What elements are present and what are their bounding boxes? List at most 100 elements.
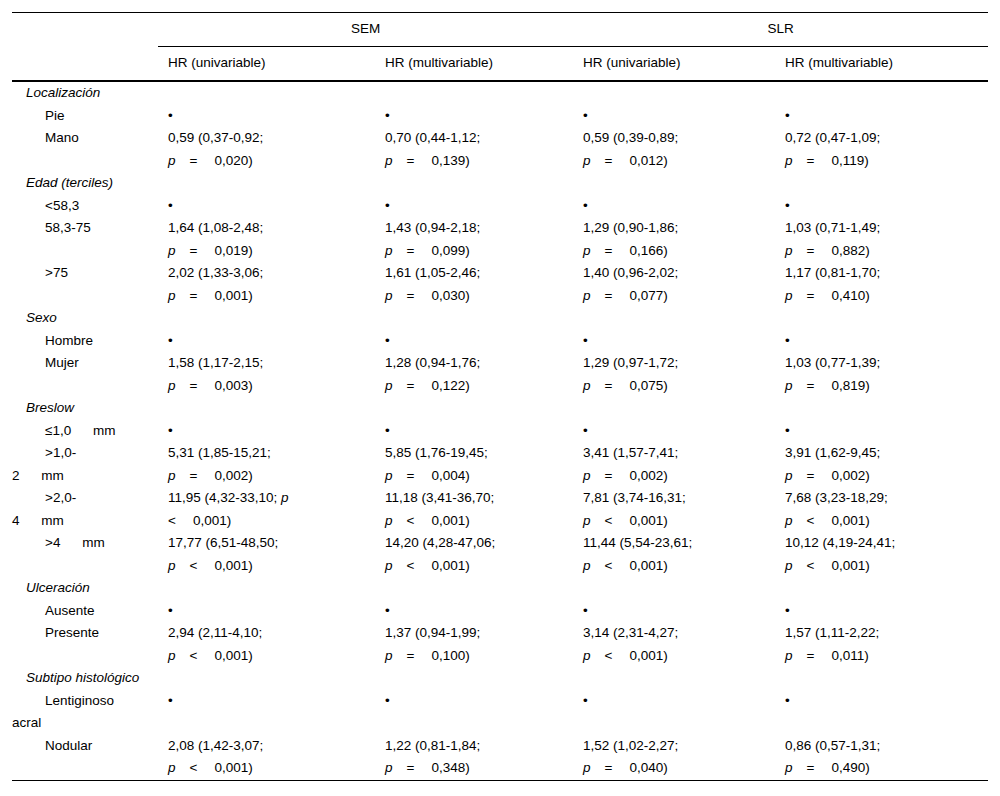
p-symbol: p	[583, 513, 591, 528]
p-symbol: p	[168, 648, 176, 663]
hr-estimate: •	[385, 420, 573, 443]
section-header-row: Edad (terciles)	[12, 172, 988, 195]
p-symbol: p	[168, 153, 176, 168]
p-value-line: p<0,001)	[583, 510, 775, 533]
row-label-line: Mano	[12, 127, 158, 150]
p-operator: <	[168, 513, 176, 528]
p-symbol: p	[168, 243, 176, 258]
hr-cell: •	[375, 330, 573, 353]
row-label: Ausente	[12, 600, 158, 623]
p-value-line: p=0,040)	[583, 757, 775, 780]
p-value-line: p<0,001)	[168, 757, 375, 780]
row-label: 58,3-75	[12, 217, 158, 262]
hr-estimate: 0,70 (0,44-1,12;	[385, 127, 573, 150]
row-label: ≤1,0 mm	[12, 420, 158, 443]
hr-estimate: 1,40 (0,96-2,02;	[583, 262, 775, 285]
hr-cell: •	[775, 195, 988, 218]
p-operator: <	[605, 648, 613, 663]
hr-cell: 1,61 (1,05-2,46;p=0,030)	[375, 262, 573, 307]
table-row: Mano0,59 (0,37-0,92;p=0,020)0,70 (0,44-1…	[12, 127, 988, 172]
p-value: 0,490)	[831, 760, 869, 775]
hr-estimate: 1,64 (1,08-2,48;	[168, 217, 375, 240]
p-value: 0,030)	[431, 288, 469, 303]
p-value-line: p<0,001)	[583, 645, 775, 668]
p-symbol: p	[385, 513, 393, 528]
hr-estimate: •	[168, 105, 375, 128]
hr-estimate: 1,22 (0,81-1,84;	[385, 735, 573, 758]
column-header-slr-univariable: HR (univariable)	[573, 47, 775, 82]
col-group-slr: SLR	[573, 13, 988, 47]
stub-header-empty	[12, 47, 158, 82]
hr-cell: •	[375, 420, 573, 443]
hr-cell: 7,81 (3,74-16,31;p<0,001)	[573, 487, 775, 532]
row-label-line: 4 mm	[12, 510, 158, 533]
hr-estimate: 3,91 (1,62-9,45;	[785, 442, 988, 465]
hr-cell: •	[158, 420, 375, 443]
p-value-line: p=0,819)	[785, 375, 988, 398]
p-symbol: p	[785, 513, 793, 528]
hr-cell: •	[158, 690, 375, 735]
p-symbol: p	[385, 558, 393, 573]
hr-estimate: 0,59 (0,37-0,92;	[168, 127, 375, 150]
row-label: >1,0-2 mm	[12, 442, 158, 487]
p-operator: <	[605, 513, 613, 528]
hr-cell: 10,12 (4,19-24,41;p<0,001)	[775, 532, 988, 577]
p-value-line: p=0,004)	[385, 465, 573, 488]
section-header: Breslow	[12, 397, 988, 420]
p-operator: =	[605, 468, 613, 483]
hr-estimate: •	[583, 690, 775, 713]
column-header-sem-multivariable: HR (multivariable)	[375, 47, 573, 82]
p-value-line: p=0,002)	[583, 465, 775, 488]
row-label-line: Hombre	[12, 330, 158, 353]
p-operator: <	[190, 648, 198, 663]
p-operator: =	[807, 378, 815, 393]
hr-cell: 1,17 (0,81-1,70;p=0,410)	[775, 262, 988, 307]
p-value: 0,002)	[214, 468, 252, 483]
p-operator: =	[407, 468, 415, 483]
p-operator: =	[407, 648, 415, 663]
row-label: Presente	[12, 622, 158, 667]
hr-estimate: •	[583, 330, 775, 353]
p-value: 0,001)	[214, 648, 252, 663]
row-label: Nodular	[12, 735, 158, 781]
p-value: 0,003)	[214, 378, 252, 393]
p-value-line: p<0,001)	[385, 510, 573, 533]
p-operator: =	[605, 378, 613, 393]
row-label: >75	[12, 262, 158, 307]
p-value: 0,040)	[629, 760, 667, 775]
hr-estimate: •	[785, 330, 988, 353]
section-header: Ulceración	[12, 577, 988, 600]
hr-cell: •	[573, 420, 775, 443]
hr-estimate: •	[583, 600, 775, 623]
hr-estimate: •	[385, 195, 573, 218]
p-value-line: p<0,001)	[168, 555, 375, 578]
row-label-line: 58,3-75	[12, 217, 158, 240]
p-value-line: p<0,001)	[785, 555, 988, 578]
row-label-line: >2,0-	[12, 487, 158, 510]
hr-cell: •	[775, 690, 988, 735]
row-label-line: Mujer	[12, 352, 158, 375]
hr-estimate: 7,68 (3,23-18,29;	[785, 487, 988, 510]
p-symbol: p	[385, 288, 393, 303]
p-value: 0,011)	[831, 648, 868, 663]
hr-estimate: 2,94 (2,11-4,10;	[168, 622, 375, 645]
hr-estimate: 1,52 (1,02-2,27;	[583, 735, 775, 758]
p-operator: =	[605, 243, 613, 258]
p-symbol: p	[785, 243, 793, 258]
p-value: 0,001)	[214, 288, 252, 303]
hr-estimate: •	[785, 195, 988, 218]
table-row: >2,0-4 mm11,95 (4,32-33,10; p<0,001)11,1…	[12, 487, 988, 532]
row-label-line: Lentiginoso	[12, 690, 158, 713]
p-symbol: p	[583, 558, 591, 573]
p-value: 0,075)	[629, 378, 667, 393]
p-symbol: p	[785, 378, 793, 393]
p-symbol: p	[168, 468, 176, 483]
p-operator: =	[407, 760, 415, 775]
p-operator: =	[605, 153, 613, 168]
p-value-line: p=0,011)	[785, 645, 988, 668]
hazard-ratio-table: SEM SLR HR (univariable) HR (multivariab…	[12, 12, 988, 781]
section-header-row: Subtipo histológico	[12, 667, 988, 690]
p-operator: =	[407, 288, 415, 303]
table-row: Nodular2,08 (1,42-3,07;p<0,001)1,22 (0,8…	[12, 735, 988, 781]
p-symbol: p	[583, 378, 591, 393]
